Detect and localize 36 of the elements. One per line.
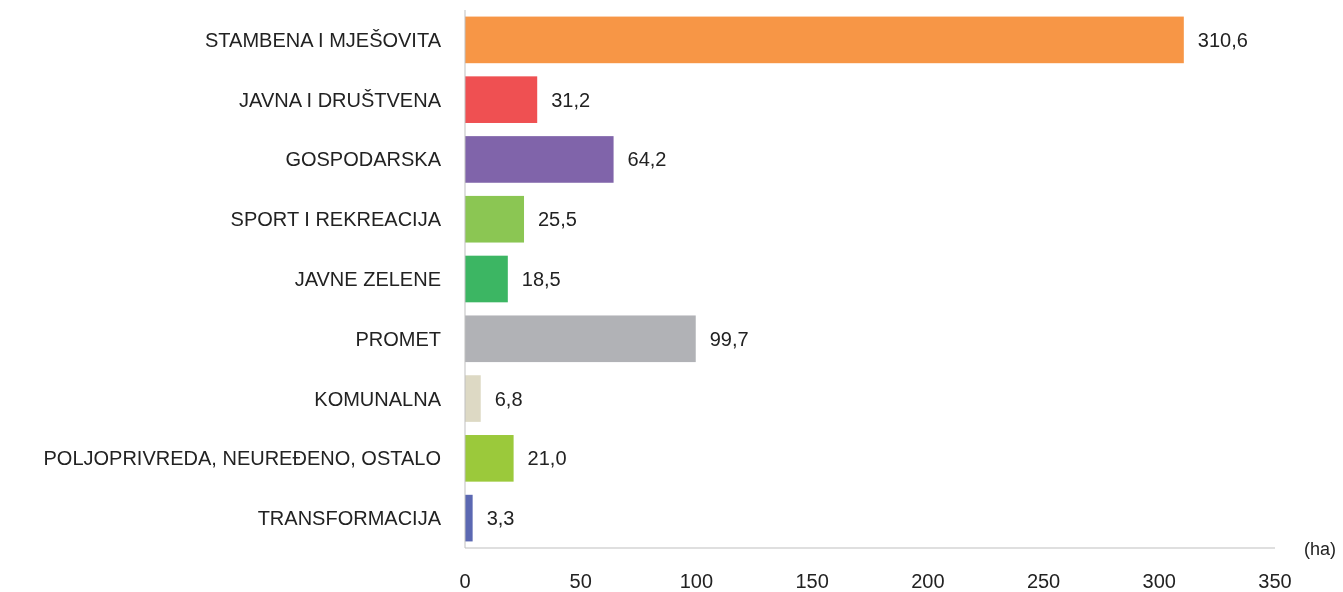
data-label: 25,5 [538,208,577,231]
data-label: 3,3 [486,507,515,530]
y-tick-label: JAVNA I DRUŠTVENA [239,88,442,111]
x-tick-label: 50 [569,570,592,592]
bar [465,136,614,183]
y-tick-label: TRANSFORMACIJA [257,507,442,530]
y-tick-label: PROMET [355,327,441,350]
x-axis-title: (ha) [1303,539,1337,559]
bar [465,494,473,542]
x-tick-label: 150 [795,570,829,592]
bar [465,435,514,482]
data-label: 18,5 [521,268,561,290]
bar [465,76,538,123]
x-tick-label: 350 [1258,570,1292,592]
bar [465,16,1184,64]
data-label: 6,8 [494,387,523,410]
y-tick-label: POLJOPRIVREDA, NEUREĐENO, OSTALO [43,447,441,470]
data-label: 31,2 [551,88,591,111]
x-tick-label: 300 [1142,570,1176,592]
x-tick-label: 200 [911,570,945,592]
y-tick-label: STAMBENA I MJEŠOVITA [205,28,442,51]
x-tick-label: 0 [459,570,471,592]
y-tick-label: JAVNE ZELENE [294,268,441,290]
x-tick-label: 250 [1026,570,1061,592]
bar [465,195,525,243]
y-tick-label: KOMUNALNA [314,387,442,410]
x-tick-label: 100 [679,570,714,592]
bar [465,315,696,363]
y-tick-label: GOSPODARSKA [285,148,442,171]
bar [465,375,481,422]
data-label: 64,2 [627,148,667,171]
y-tick-label: SPORT I REKREACIJA [230,208,442,231]
bar [465,255,508,303]
data-label: 99,7 [709,327,749,350]
data-label: 310,6 [1197,28,1248,51]
data-label: 21,0 [527,447,567,470]
